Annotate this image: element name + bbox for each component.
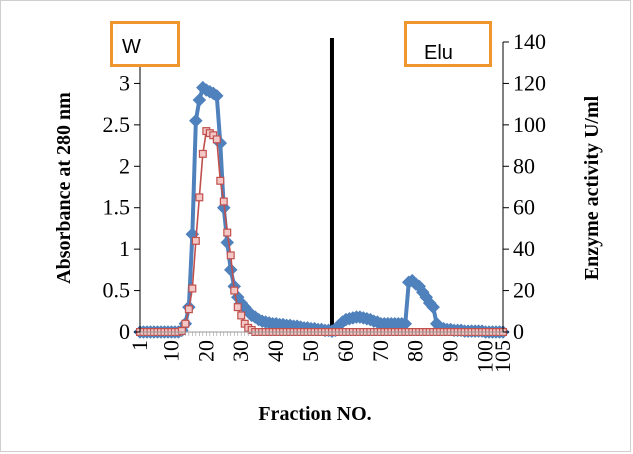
y-left-tick-label: 2.5 bbox=[103, 112, 131, 137]
y-right-tick-label: 120 bbox=[513, 70, 546, 95]
elution-region-box bbox=[404, 21, 492, 67]
absorbance-point bbox=[223, 263, 238, 277]
enzyme-activity-point bbox=[184, 305, 193, 314]
x-axis-title: Fraction NO. bbox=[258, 403, 371, 425]
enzyme-activity-point bbox=[191, 236, 200, 245]
enzyme-activity-point bbox=[181, 319, 190, 328]
x-tick-label: 20 bbox=[193, 340, 218, 362]
enzyme-activity-point bbox=[237, 311, 246, 320]
enzyme-activity-point bbox=[219, 197, 228, 206]
y-left-tick-label: 0.5 bbox=[103, 278, 131, 303]
absorbance-point bbox=[426, 300, 441, 314]
x-tick-label: 60 bbox=[333, 340, 358, 362]
enzyme-activity-point bbox=[195, 193, 204, 202]
enzyme-activity-point bbox=[216, 176, 225, 185]
x-tick-label: 105 bbox=[490, 340, 515, 373]
x-tick-label: 10 bbox=[158, 340, 183, 362]
y-left-axis-title: Absorbance at 280 nm bbox=[53, 92, 75, 284]
y-right-tick-label: 100 bbox=[513, 112, 546, 137]
elution-region-label: Elu bbox=[424, 42, 453, 64]
y-right-tick-label: 20 bbox=[513, 278, 535, 303]
x-tick-label: 1 bbox=[127, 340, 152, 351]
enzyme-activity-point bbox=[226, 251, 235, 260]
x-tick-label: 30 bbox=[228, 340, 253, 362]
y-right-tick-label: 40 bbox=[513, 236, 535, 261]
x-tick-label: 100 bbox=[473, 340, 498, 373]
y-left-tick-label: 1 bbox=[119, 236, 130, 261]
enzyme-activity-point bbox=[188, 284, 197, 293]
y-left-tick-label: 0 bbox=[119, 319, 130, 344]
y-left-tick-label: 3 bbox=[119, 70, 130, 95]
y-right-tick-label: 0 bbox=[513, 319, 524, 344]
y-right-axis-title: Enzyme activity U/ml bbox=[581, 95, 603, 280]
x-tick-label: 40 bbox=[263, 340, 288, 362]
wash-region-box bbox=[110, 21, 180, 67]
y-right-tick-label: 80 bbox=[513, 153, 535, 178]
y-right-tick-label: 60 bbox=[513, 195, 535, 220]
absorbance-point bbox=[188, 113, 203, 128]
y-right-tick-label: 140 bbox=[513, 29, 546, 54]
absorbance-point bbox=[192, 93, 207, 107]
x-tick-label: 50 bbox=[298, 340, 323, 362]
y-left-tick-label: 2 bbox=[119, 153, 130, 178]
enzyme-activity-point bbox=[198, 149, 207, 158]
y-left-tick-label: 1.5 bbox=[103, 195, 131, 220]
absorbance-point bbox=[220, 235, 235, 250]
x-tick-label: 80 bbox=[403, 340, 428, 362]
enzyme-activity-point bbox=[233, 303, 242, 312]
enzyme-activity-point bbox=[223, 228, 232, 237]
x-tick-label: 90 bbox=[438, 340, 463, 362]
absorbance-point bbox=[209, 89, 224, 103]
enzyme-activity-point bbox=[230, 286, 239, 295]
x-tick-label: 70 bbox=[368, 340, 393, 362]
wash-region-label: W bbox=[122, 36, 141, 58]
enzyme-activity-point bbox=[212, 135, 221, 144]
